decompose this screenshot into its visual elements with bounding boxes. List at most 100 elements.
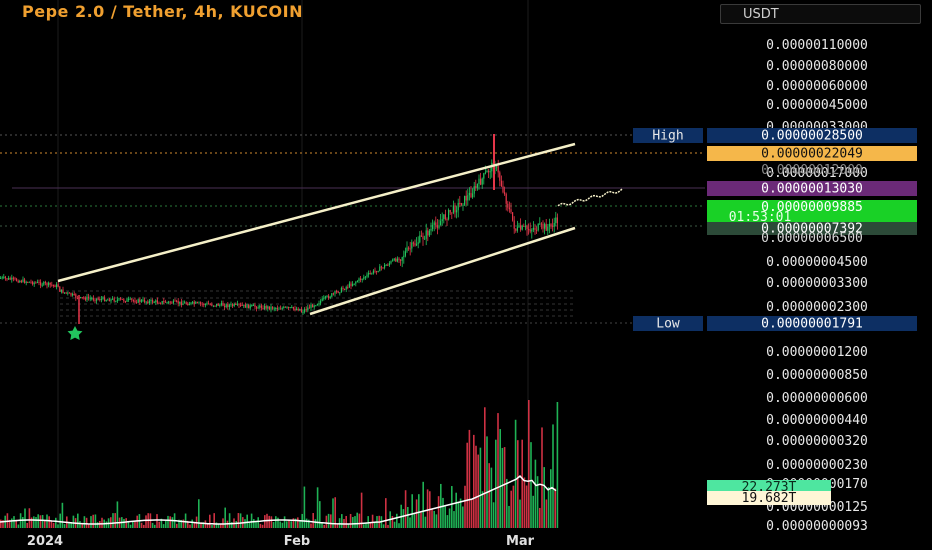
volume-bar xyxy=(52,522,55,528)
volume-bar xyxy=(332,498,334,528)
candle-body xyxy=(468,192,470,196)
volume-bar xyxy=(253,519,255,528)
volume-bar xyxy=(35,517,37,528)
volume-bar xyxy=(486,436,488,528)
candle-body xyxy=(57,284,59,287)
candle-body xyxy=(172,300,174,304)
volume-bar xyxy=(336,524,339,528)
candle-body xyxy=(510,209,512,213)
candle-body xyxy=(289,307,291,309)
candle-body xyxy=(448,209,450,220)
volume-bar xyxy=(123,518,125,528)
volume-bar xyxy=(202,522,204,528)
price-tick-label: 0.00000000440 xyxy=(766,413,868,428)
candle-body xyxy=(144,299,146,303)
channel-lower[interactable] xyxy=(309,226,576,316)
low-value-bg xyxy=(707,316,917,331)
candle-body xyxy=(284,306,286,308)
volume-bar xyxy=(391,515,394,528)
candle-body xyxy=(286,306,288,308)
candle-body xyxy=(224,305,226,308)
candle-body xyxy=(198,302,200,304)
volume-bar xyxy=(191,519,193,528)
price-axis: 0.00000110000 0.00000080000 0.00000060000 0… xyxy=(766,38,868,534)
candle-body xyxy=(260,305,262,309)
price-tick-label: 0.00000002300 xyxy=(766,300,868,315)
candle-body xyxy=(499,172,501,181)
candle-body xyxy=(248,304,250,309)
volume-bar xyxy=(363,524,365,528)
volume-bar xyxy=(290,521,292,528)
candle-body xyxy=(200,302,202,304)
candle-body xyxy=(176,300,178,302)
candle-body xyxy=(369,272,371,274)
candle-body xyxy=(425,230,427,239)
candle-body xyxy=(347,286,349,288)
volume-bar xyxy=(33,516,35,528)
channel-upper[interactable] xyxy=(57,142,576,283)
purple-level-bg xyxy=(707,181,917,196)
candle-body xyxy=(312,304,314,308)
volume-bar xyxy=(15,519,17,528)
volume-bar xyxy=(171,517,174,528)
candle-body xyxy=(24,279,26,283)
volume-bar xyxy=(224,507,226,528)
candle-body xyxy=(305,309,307,311)
candle-body xyxy=(195,302,197,304)
volume-bar xyxy=(543,467,545,528)
volume-bar xyxy=(325,515,328,528)
volume-bar xyxy=(299,521,301,528)
volume-bar xyxy=(110,517,112,528)
candle-body xyxy=(48,282,50,286)
volume-bar xyxy=(457,501,460,528)
candle-body xyxy=(124,301,126,303)
candle-body xyxy=(473,186,475,194)
grey-level-bg xyxy=(707,222,917,235)
candle-body xyxy=(174,300,176,302)
candle-body xyxy=(118,298,120,300)
volume-bar xyxy=(310,523,312,528)
candle-body xyxy=(393,258,395,261)
volume-bar xyxy=(398,523,400,528)
volume-bar xyxy=(466,442,468,528)
volume-bar xyxy=(514,419,517,528)
candle-body xyxy=(356,281,358,283)
volume-bar xyxy=(268,515,270,528)
volume-bar xyxy=(426,489,429,528)
volume-bar xyxy=(404,490,407,528)
volume-bar xyxy=(488,463,490,528)
candle-body xyxy=(376,270,378,272)
volume-bar xyxy=(382,524,385,528)
grid xyxy=(0,0,705,528)
volume-bar xyxy=(215,522,218,528)
candle-body xyxy=(307,307,309,310)
candle-body xyxy=(534,227,536,230)
volume-bar xyxy=(437,496,440,528)
candle-body xyxy=(204,304,206,306)
candle-body xyxy=(27,281,29,283)
volume-bar xyxy=(411,494,413,528)
candle-body xyxy=(398,258,400,260)
volume-bar xyxy=(189,524,191,528)
candle-body xyxy=(150,300,152,302)
volume-bar xyxy=(85,517,88,528)
volume-bar xyxy=(11,518,13,528)
volume-bar xyxy=(541,427,543,528)
currency-selector[interactable]: USDT xyxy=(720,4,921,24)
candle-body xyxy=(246,304,248,308)
volume-bar xyxy=(90,516,92,528)
candle-body xyxy=(86,296,88,300)
volume-bar xyxy=(550,469,552,528)
candle-body xyxy=(443,214,445,220)
candle-body xyxy=(462,204,464,206)
candle-body xyxy=(353,283,355,285)
volume-bar xyxy=(26,522,28,528)
candle-body xyxy=(465,195,467,201)
candle-body xyxy=(267,306,269,309)
candle-body xyxy=(291,306,293,308)
candle-body xyxy=(326,295,328,297)
volume-bar xyxy=(510,490,512,528)
volume-bar xyxy=(352,517,354,528)
candle-body xyxy=(164,301,166,303)
